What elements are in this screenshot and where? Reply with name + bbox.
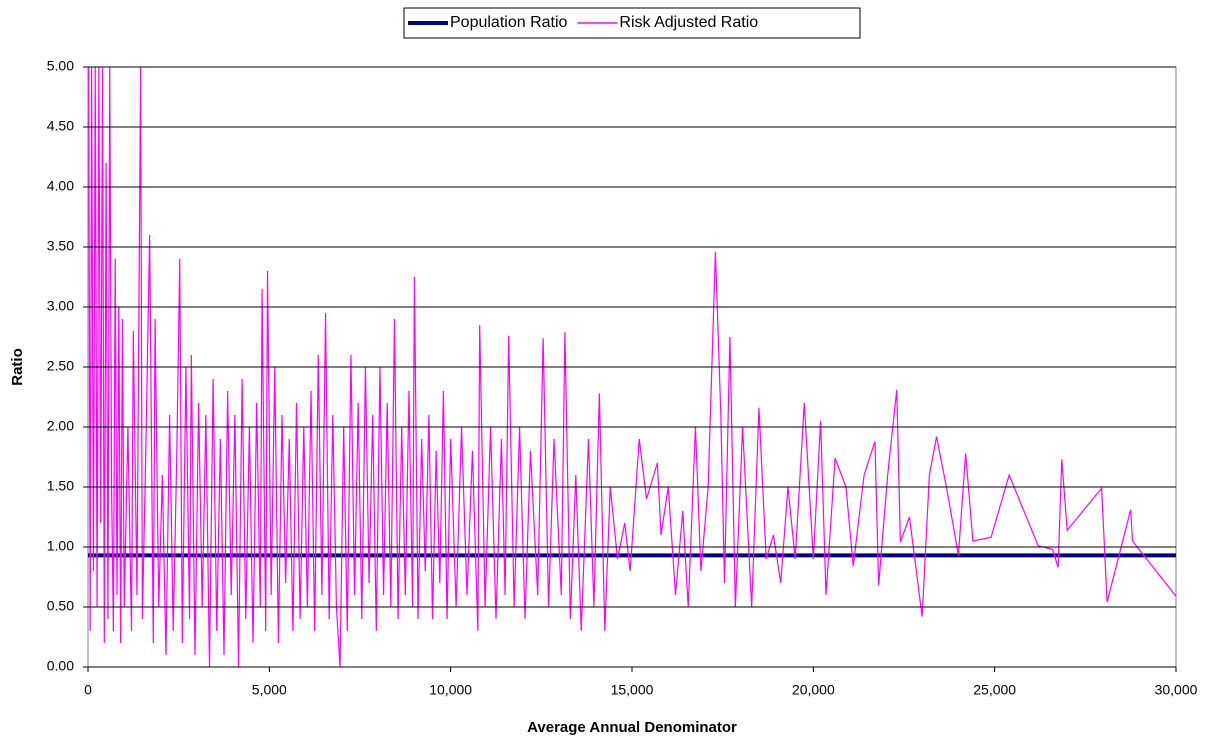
legend-box xyxy=(403,7,861,39)
x-tick-label: 20,000 xyxy=(792,682,835,698)
y-tick-label: 0.50 xyxy=(47,598,74,614)
y-tick-label: 3.50 xyxy=(47,238,74,254)
x-tick-label: 0 xyxy=(84,682,92,698)
x-tick-label: 25,000 xyxy=(973,682,1016,698)
y-tick-label: 4.50 xyxy=(47,118,74,134)
legend-label: Population Ratio xyxy=(450,14,568,31)
y-tick-label: 3.00 xyxy=(47,298,74,314)
x-tick-label: 10,000 xyxy=(429,682,472,698)
y-tick-label: 2.00 xyxy=(47,418,74,434)
x-axis-title: Average Annual Denominator xyxy=(527,719,737,736)
y-axis-title: Ratio xyxy=(9,348,26,386)
y-tick-label: 0.00 xyxy=(47,658,74,674)
y-tick-label: 4.00 xyxy=(47,178,74,194)
y-tick-label: 2.50 xyxy=(47,358,74,374)
y-tick-label: 1.00 xyxy=(47,538,74,554)
x-tick-label: 30,000 xyxy=(1155,682,1198,698)
y-tick-label: 5.00 xyxy=(47,58,74,74)
x-tick-label: 5,000 xyxy=(252,682,287,698)
x-tick-label: 15,000 xyxy=(611,682,654,698)
y-tick-label: 1.50 xyxy=(47,478,74,494)
legend-label: Risk Adjusted Ratio xyxy=(619,14,758,31)
